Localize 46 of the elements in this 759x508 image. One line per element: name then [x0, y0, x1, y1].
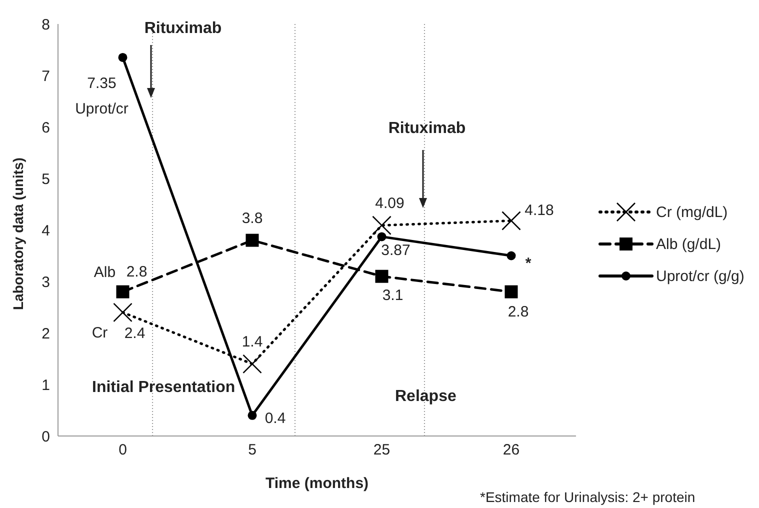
- y-axis-title: Laboratory data (units): [10, 158, 26, 310]
- data-label: 3.8: [242, 210, 263, 227]
- y-tick-label: 2: [42, 325, 50, 342]
- data-label: 7.35: [87, 74, 116, 92]
- annotation: Rituximab: [144, 20, 222, 36]
- data-label: 2.8: [126, 263, 148, 280]
- legend-label: Cr (mg/dL): [656, 204, 728, 220]
- y-tick-label: 5: [42, 170, 50, 188]
- annotation: Relapse: [395, 388, 456, 404]
- y-tick-label: 1: [42, 376, 50, 394]
- legend-label: Alb (g/dL): [656, 236, 722, 252]
- annotation: Uprot/cr: [75, 100, 128, 117]
- data-label: 4.18: [524, 202, 554, 220]
- data-label: 4.09: [375, 194, 404, 212]
- annotation: Initial Presentation: [92, 378, 236, 396]
- y-tick-label: 7: [42, 68, 50, 85]
- annotation: Alb: [94, 263, 116, 280]
- point: [116, 285, 130, 298]
- x-tick-label: 5: [248, 442, 256, 459]
- data-label: 2.4: [124, 324, 146, 342]
- data-label: 3.1: [382, 286, 404, 304]
- y-tick-label: 0: [42, 428, 50, 446]
- point: [118, 52, 128, 62]
- x-axis-title: Time (months): [265, 475, 369, 492]
- y-tick-label: 3: [42, 274, 50, 291]
- point: [246, 234, 259, 247]
- data-label: 3.87: [381, 242, 410, 260]
- y-tick-label: 8: [42, 16, 50, 34]
- x-tick-label: 0: [118, 442, 127, 459]
- annotation: Cr: [92, 324, 108, 341]
- point: [504, 285, 518, 298]
- legend-label: Uprot/cr (g/g): [656, 268, 744, 284]
- data-label: 2.8: [508, 303, 529, 320]
- annotation: *: [525, 254, 532, 272]
- point: [377, 232, 386, 242]
- point: [506, 251, 516, 260]
- annotation: Rituximab: [388, 120, 466, 136]
- point: [248, 410, 257, 420]
- data-label: 1.4: [242, 333, 263, 350]
- data-label: 0.4: [264, 410, 286, 427]
- y-tick-label: 6: [42, 119, 50, 136]
- x-tick-label: 25: [373, 442, 390, 459]
- y-tick-label: 4: [42, 222, 50, 240]
- point: [375, 270, 388, 283]
- x-tick-label: 26: [502, 442, 520, 459]
- text: *Estimate for Urinalysis: 2+ protein: [480, 489, 696, 505]
